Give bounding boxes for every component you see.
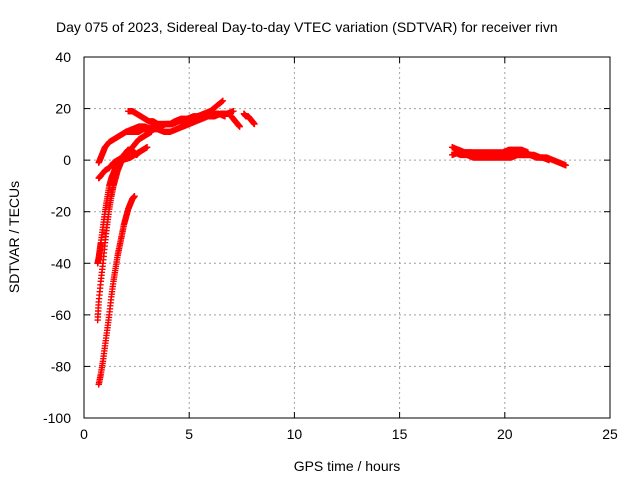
plot-frame xyxy=(83,56,611,419)
x-tick-label: 15 xyxy=(392,426,408,442)
data-point xyxy=(230,107,237,115)
x-tick-label: 20 xyxy=(497,426,513,442)
series-arc-8 xyxy=(228,113,243,130)
y-tick-label: 40 xyxy=(55,49,71,65)
chart-title: Day 075 of 2023, Sidereal Day-to-day VTE… xyxy=(56,19,558,35)
y-tick-label: -20 xyxy=(51,204,71,220)
grid-lines xyxy=(84,57,610,418)
y-tick-label: -60 xyxy=(51,307,71,323)
y-tick-labels: -100 -80 -60 -40 -20 0 20 40 xyxy=(43,49,71,426)
y-tick-label: -100 xyxy=(43,410,71,426)
x-tick-label: 10 xyxy=(287,426,303,442)
x-tick-label: 5 xyxy=(185,426,193,442)
y-tick-label: 20 xyxy=(55,101,71,117)
series-arc-1 xyxy=(95,193,138,388)
series-arc-7 xyxy=(122,107,237,135)
x-tick-label: 0 xyxy=(80,426,88,442)
y-tick-label: -40 xyxy=(51,255,71,271)
x-axis-label: GPS time / hours xyxy=(294,458,401,474)
x-tick-label: 25 xyxy=(602,426,618,442)
data-point xyxy=(251,120,258,128)
data-point xyxy=(545,156,553,164)
data-point xyxy=(143,144,151,151)
data-point xyxy=(131,193,138,200)
data-point xyxy=(562,162,570,169)
series-arc-9 xyxy=(240,110,258,128)
y-tick-label: 0 xyxy=(63,152,71,168)
y-axis-label: SDTVAR / TECUs xyxy=(6,181,22,293)
data-point xyxy=(219,97,227,105)
y-tick-label: -80 xyxy=(51,358,71,374)
data-points xyxy=(94,97,570,388)
data-point xyxy=(218,98,226,105)
x-tick-labels: 0 5 10 15 20 25 xyxy=(80,426,618,442)
data-point xyxy=(236,123,243,130)
series-arc-12 xyxy=(451,149,553,164)
